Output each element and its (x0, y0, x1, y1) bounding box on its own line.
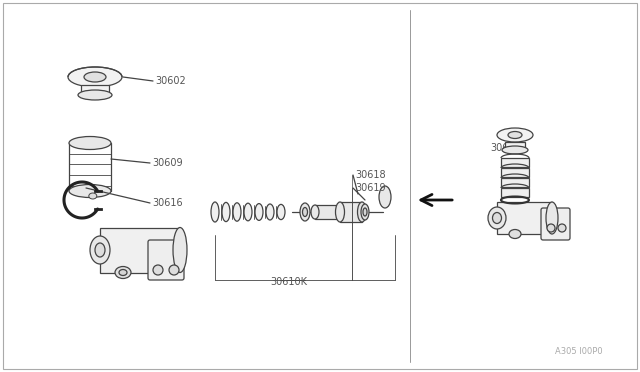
FancyBboxPatch shape (148, 240, 184, 280)
Ellipse shape (95, 243, 105, 257)
Ellipse shape (311, 205, 319, 219)
Ellipse shape (255, 203, 263, 220)
Ellipse shape (497, 128, 533, 142)
Ellipse shape (358, 202, 367, 222)
Circle shape (169, 265, 179, 275)
Ellipse shape (211, 202, 219, 222)
Circle shape (153, 265, 163, 275)
Bar (315, 205, 340, 219)
Bar (501, 188, 529, 197)
FancyBboxPatch shape (541, 208, 570, 240)
Text: 30618: 30618 (355, 170, 386, 180)
Ellipse shape (173, 228, 187, 273)
Ellipse shape (89, 193, 97, 199)
Ellipse shape (119, 269, 127, 276)
Ellipse shape (502, 146, 528, 154)
Ellipse shape (488, 207, 506, 229)
Ellipse shape (546, 202, 558, 234)
Ellipse shape (69, 185, 111, 198)
Ellipse shape (78, 90, 112, 100)
Ellipse shape (508, 131, 522, 138)
Bar (81, 85, 109, 95)
Bar (501, 158, 529, 167)
Text: 30616: 30616 (152, 198, 182, 208)
Ellipse shape (84, 72, 106, 82)
Text: A305 I00P0: A305 I00P0 (555, 347, 603, 356)
Ellipse shape (266, 204, 274, 220)
Ellipse shape (300, 203, 310, 221)
Ellipse shape (493, 212, 502, 224)
Bar (501, 168, 529, 177)
Ellipse shape (115, 266, 131, 279)
Ellipse shape (361, 204, 369, 220)
Ellipse shape (222, 202, 230, 222)
Ellipse shape (363, 208, 367, 216)
Text: 30602: 30602 (155, 76, 186, 86)
Ellipse shape (277, 204, 285, 219)
Text: 30609: 30609 (152, 158, 182, 168)
Circle shape (547, 224, 555, 232)
Text: 30610K: 30610K (270, 277, 307, 287)
Ellipse shape (335, 202, 344, 222)
Text: 30619: 30619 (355, 183, 386, 193)
Ellipse shape (336, 205, 344, 219)
Ellipse shape (233, 203, 241, 221)
Ellipse shape (244, 203, 252, 221)
Bar (505, 142, 525, 150)
Ellipse shape (90, 236, 110, 264)
Ellipse shape (69, 137, 111, 150)
Bar (340, 202, 362, 222)
Ellipse shape (509, 230, 521, 238)
Bar (100, 228, 180, 273)
Text: 30610: 30610 (490, 143, 520, 153)
Circle shape (558, 224, 566, 232)
Ellipse shape (379, 186, 391, 208)
Ellipse shape (303, 208, 307, 217)
Bar (497, 202, 552, 234)
Ellipse shape (68, 67, 122, 87)
Bar (501, 178, 529, 187)
